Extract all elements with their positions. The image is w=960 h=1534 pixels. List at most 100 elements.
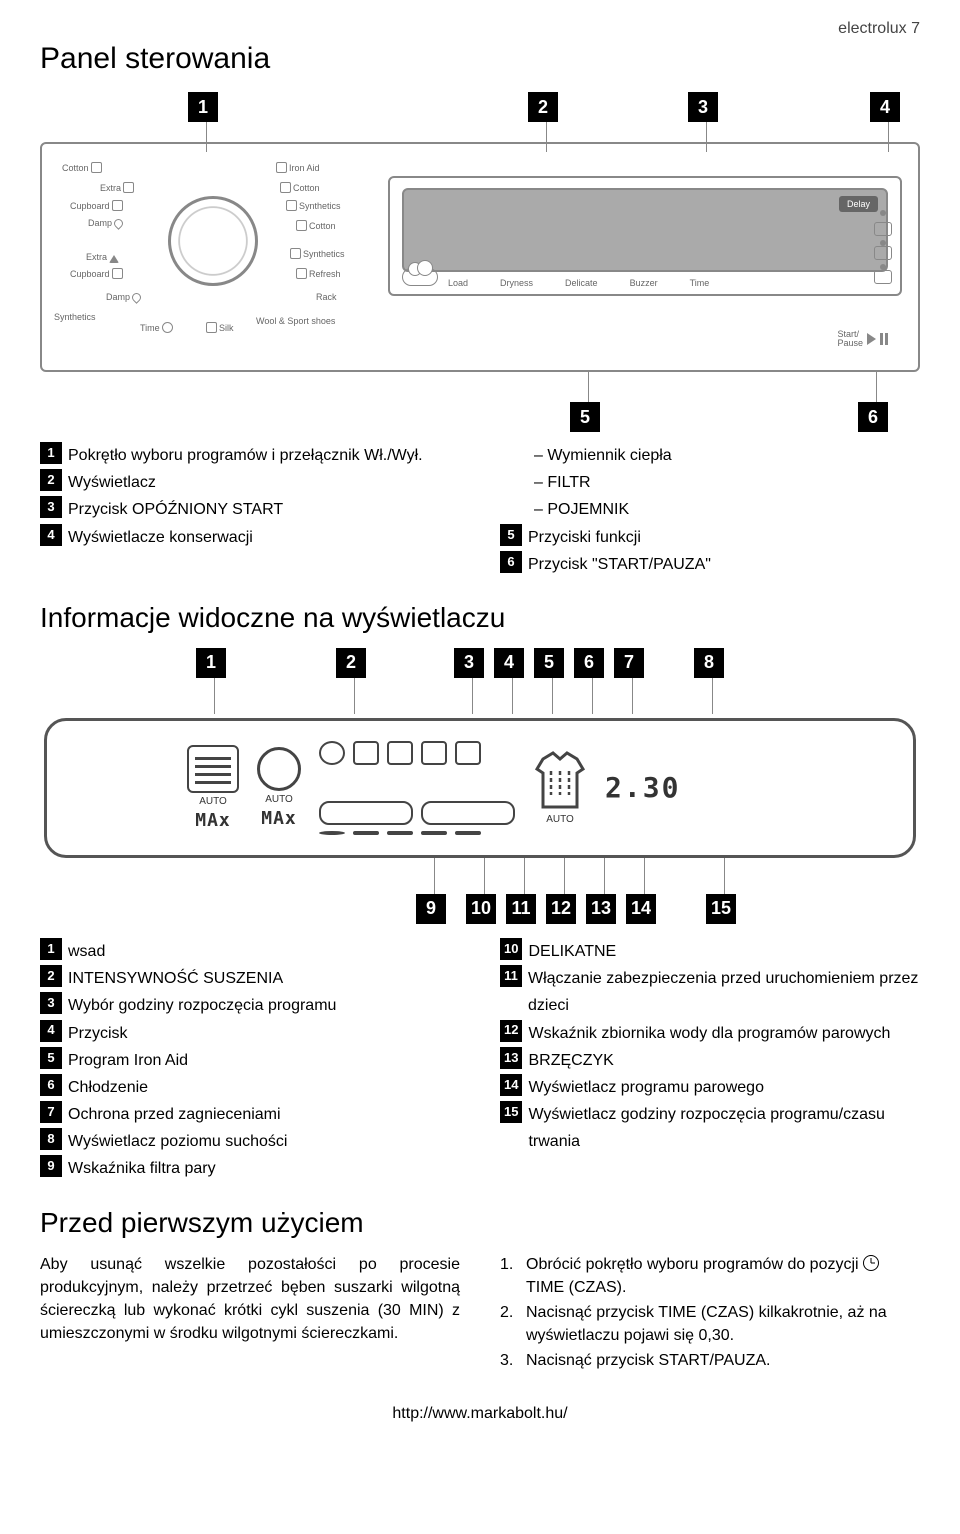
ref-text-2: INTENSYWNOŚĆ SUSZENIA: [68, 965, 460, 992]
subtitle-before-use: Przed pierwszym użyciem: [40, 1207, 920, 1239]
ref-12: 12: [500, 1020, 522, 1042]
ref-text-4: Wyświetlacze konserwacji: [68, 524, 460, 551]
disp-bot-11: 11: [506, 894, 536, 924]
ref-text-2: Wyświetlacz: [68, 469, 460, 496]
lcd-screen: Delay: [402, 188, 888, 272]
dash-item: Wymiennik ciepła: [500, 442, 920, 469]
page-header-right: electrolux 7: [40, 20, 920, 38]
auto-text-3: AUTO: [546, 814, 574, 825]
grid-icon-cloud2: [421, 801, 515, 825]
grid-icon-fan: [387, 741, 413, 765]
ref-text-3: Wybór godziny rozpoczęcia programu: [68, 992, 460, 1019]
display-legend-right: 10DELIKATNE11Włączanie zabezpieczenia pr…: [500, 938, 920, 1183]
ref-text-1: Pokrętło wyboru programów i przełącznik …: [68, 442, 460, 469]
ref-text-12: Wskaźnik zbiornika wody dla programów pa…: [528, 1020, 920, 1047]
ref-text-6: Przycisk "START/PAUZA": [528, 551, 920, 578]
ref-4: 4: [40, 524, 62, 546]
shirt-steam-icon: [533, 751, 587, 811]
load-level-icon: [187, 745, 239, 793]
disp-top-4: 4: [494, 648, 524, 678]
start-pause-icon: Start/ Pause: [837, 330, 888, 348]
grid-icon-filter: [319, 831, 345, 835]
ref-7: 7: [40, 1101, 62, 1123]
disp-bot-12: 12: [546, 894, 576, 924]
callout-top-2: 2: [528, 92, 558, 122]
disp-bot-13: 13: [586, 894, 616, 924]
ref-1: 1: [40, 938, 62, 960]
callout-top-3: 3: [688, 92, 718, 122]
ref-text-9: Wskaźnika filtra pary: [68, 1155, 460, 1182]
before-use-left: Aby usunąć wszelkie pozostałości po proc…: [40, 1253, 460, 1375]
callout-bottom-5: 5: [570, 402, 600, 432]
ref-2: 2: [40, 469, 62, 491]
callout-top-1: 1: [188, 92, 218, 122]
page-title: Panel sterowania: [40, 42, 920, 76]
auto-text-2: AUTO: [265, 794, 293, 805]
ref-5: 5: [500, 524, 522, 546]
time-digits: 2.30: [605, 771, 680, 804]
disp-bot-14: 14: [626, 894, 656, 924]
dash-item: FILTR: [500, 469, 920, 496]
disp-bot-9: 9: [416, 894, 446, 924]
ref-14: 14: [500, 1074, 522, 1096]
side-icon-1: [874, 222, 892, 236]
ref-text-8: Wyświetlacz poziomu suchości: [68, 1128, 460, 1155]
grid-icon-anticrease: [421, 741, 447, 765]
step-num-2: 2.: [500, 1301, 518, 1347]
delay-label: Delay: [839, 196, 878, 212]
footer-url: http://www.markabolt.hu/: [40, 1405, 920, 1423]
ref-text-3: Przycisk OPÓŹNIONY START: [68, 496, 460, 523]
steam-cloud-icon: [402, 268, 438, 286]
disp-top-3: 3: [454, 648, 484, 678]
panel-display-area: Delay Load Dryness Delicate Buzzer Time: [388, 156, 902, 366]
grid-icon-heat: [353, 741, 379, 765]
ref-11: 11: [500, 965, 522, 987]
ref-text-4: Przycisk: [68, 1020, 460, 1047]
max-text-2: MAx: [261, 808, 297, 829]
dash-item: POJEMNIK: [500, 496, 920, 523]
disp-top-1: 1: [196, 648, 226, 678]
program-dial-area: Cotton Extra Cupboard Damp Extra Cupboar…: [58, 156, 388, 366]
disp-top-8: 8: [694, 648, 724, 678]
ref-13: 13: [500, 1047, 522, 1069]
ref-text-5: Przyciski funkcji: [528, 524, 920, 551]
grid-icon-dry: [455, 741, 481, 765]
before-use-right: 1.Obrócić pokrętło wyboru programów do p…: [500, 1253, 920, 1375]
ref-1: 1: [40, 442, 62, 464]
ref-text-6: Chłodzenie: [68, 1074, 460, 1101]
dial-knob-icon: [168, 196, 258, 286]
grid-icon-cloud1: [319, 801, 413, 825]
disp-bot-15: 15: [706, 894, 736, 924]
step-num-3: 3.: [500, 1349, 518, 1372]
ref-text-13: BRZĘCZYK: [528, 1047, 920, 1074]
subtitle-display-info: Informacje widoczne na wyświetlaczu: [40, 602, 920, 634]
step-text-1: Obrócić pokrętło wyboru programów do poz…: [526, 1253, 920, 1299]
grid-icon-lock: [387, 831, 413, 835]
ref-text-1: wsad: [68, 938, 460, 965]
ref-9: 9: [40, 1155, 62, 1177]
step-num-1: 1.: [500, 1253, 518, 1299]
control-panel-diagram: Cotton Extra Cupboard Damp Extra Cupboar…: [40, 142, 920, 372]
ref-8: 8: [40, 1128, 62, 1150]
callout-bottom-6: 6: [858, 402, 888, 432]
grid-icon-clock: [319, 741, 345, 765]
disp-top-2: 2: [336, 648, 366, 678]
grid-icon-tank: [421, 831, 447, 835]
disp-bot-10: 10: [466, 894, 496, 924]
ref-5: 5: [40, 1047, 62, 1069]
ref-text-14: Wyświetlacz programu parowego: [528, 1074, 920, 1101]
ref-15: 15: [500, 1101, 522, 1123]
ref-6: 6: [40, 1074, 62, 1096]
disp-top-5: 5: [534, 648, 564, 678]
option-icon-grid: [319, 741, 515, 835]
side-icon-2: [874, 246, 892, 260]
panel-legend-left: 1 Pokrętło wyboru programów i przełącznik…: [40, 442, 460, 578]
ref-4: 4: [40, 1020, 62, 1042]
ref-text-15: Wyświetlacz godziny rozpoczęcia programu…: [528, 1101, 920, 1155]
disp-top-7: 7: [614, 648, 644, 678]
display-legend-left: 1wsad2INTENSYWNOŚĆ SUSZENIA3Wybór godzin…: [40, 938, 460, 1183]
disp-top-6: 6: [574, 648, 604, 678]
ref-3: 3: [40, 496, 62, 518]
max-text-1: MAx: [195, 810, 231, 831]
display-detail-diagram: AUTO MAx AUTO MAx AUTO 2.30: [44, 718, 916, 858]
